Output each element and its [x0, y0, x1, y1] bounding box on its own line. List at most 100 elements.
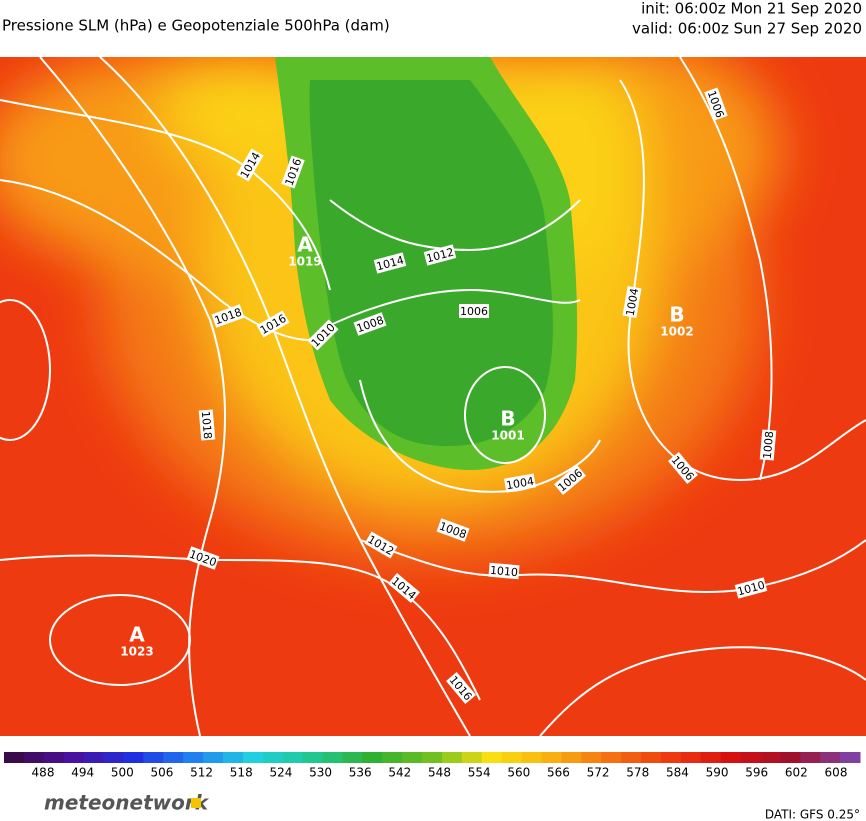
- colorbar-swatch: [222, 752, 244, 763]
- isobar-label-group: 1018: [198, 409, 216, 441]
- isobar-label-bg: [504, 473, 536, 493]
- colorbar-swatch: [720, 752, 742, 763]
- colorbar-tick-label: 530: [309, 766, 332, 780]
- isobar-label: 1010: [489, 564, 518, 579]
- colorbar-swatch: [163, 752, 184, 763]
- colorbar-swatch: [641, 752, 662, 763]
- valid-time: valid: 06:00z Sun 27 Sep 2020: [632, 20, 862, 38]
- colorbar-swatch: [521, 752, 542, 763]
- isobar-label-group: 1004: [504, 473, 536, 493]
- colorbar-tick-label: 506: [150, 766, 173, 780]
- colorbar-tick-label: 524: [269, 766, 292, 780]
- colorbar-tick-label: 596: [745, 766, 768, 780]
- colorbar-swatch: [402, 752, 423, 763]
- isobar-label: 1018: [199, 411, 214, 440]
- isobar-label-bg: [211, 304, 245, 328]
- colorbar-tick-label: 572: [587, 766, 610, 780]
- colorbar-tick-label: 602: [785, 766, 808, 780]
- center-symbol: B: [669, 303, 684, 327]
- isobar-label-bg: [186, 546, 220, 570]
- colorbar-tick-label: 608: [825, 766, 848, 780]
- colorbar-swatch: [740, 752, 761, 763]
- center-value: 1001: [491, 429, 524, 443]
- center-value: 1023: [120, 645, 153, 659]
- center-value: 1019: [288, 255, 321, 269]
- colorbar-swatch: [322, 752, 343, 763]
- colorbar-tick-label: 512: [190, 766, 213, 780]
- colorbar: 488 494 500 506 512 518 524 530 536 542 548 554 560 5…: [4, 752, 861, 780]
- colorbar-swatch: [203, 752, 224, 763]
- map-title: Pressione SLM (hPa) e Geopotenziale 500h…: [2, 17, 390, 35]
- colorbar-tick-label: 494: [71, 766, 94, 780]
- colorbar-swatch: [63, 752, 85, 763]
- isobar-label-group: 1006: [459, 304, 489, 318]
- isobar-label-bg: [256, 310, 290, 338]
- colorbar-swatch: [820, 752, 841, 763]
- isobar-label-bg: [734, 577, 768, 599]
- colorbar-swatch: [183, 752, 204, 763]
- isobar-label: 1004: [624, 287, 642, 317]
- isobar-label-bg: [622, 286, 642, 318]
- colorbar-swatch: [680, 752, 702, 763]
- isobar-label-bg: [281, 155, 305, 189]
- colorbar-tick-label: 578: [626, 766, 649, 780]
- colorbar-swatch: [362, 752, 383, 763]
- colorbar-tick-label: 554: [468, 766, 491, 780]
- isobar-label-bg: [554, 464, 586, 496]
- colorbar-swatch: [441, 752, 463, 763]
- isobar-label-bg: [373, 252, 407, 274]
- colorbar-swatch: [262, 752, 284, 763]
- colorbar-swatch: [23, 752, 45, 763]
- isobars: [0, 57, 866, 736]
- isobar-label-bg: [704, 87, 728, 121]
- isobar-label-bg: [436, 518, 470, 542]
- colorbar-swatch: [800, 752, 821, 763]
- isobar-label-group: 1008: [759, 429, 777, 461]
- colorbar-swatch: [282, 752, 304, 763]
- isobar-label-bg: [353, 312, 387, 336]
- colorbar-swatch: [4, 752, 25, 763]
- colorbar-swatch: [461, 752, 483, 763]
- center-symbol: B: [500, 407, 515, 431]
- colorbar-swatch: [621, 752, 642, 763]
- colorbar-swatch: [103, 752, 124, 763]
- data-source: DATI: GFS 0.25°: [765, 808, 860, 821]
- isobar-label: 1006: [460, 305, 488, 318]
- colorbar-swatch: [660, 752, 682, 763]
- colorbar-swatch: [760, 752, 781, 763]
- isobar-label: 1008: [761, 431, 776, 460]
- colorbar-swatch: [342, 752, 363, 763]
- colorbar-swatch: [601, 752, 622, 763]
- colorbar-swatch: [422, 752, 443, 763]
- colorbar-swatch: [561, 752, 582, 763]
- colorbar-swatch: [700, 752, 722, 763]
- colorbar-tick-label: 560: [507, 766, 530, 780]
- colorbar-swatch: [541, 752, 562, 763]
- colorbar-swatch: [123, 752, 144, 763]
- isobar-label-bg: [388, 572, 420, 604]
- colorbar-swatch: [143, 752, 164, 763]
- center-symbol: A: [129, 623, 145, 647]
- logo-mark: [191, 798, 201, 808]
- isobar-label: 1004: [505, 475, 535, 493]
- center-symbol: A: [297, 233, 313, 257]
- colorbar-tick-label: 566: [547, 766, 570, 780]
- colorbar-tick-label: 590: [706, 766, 729, 780]
- init-time: init: 06:00z Mon 21 Sep 2020: [641, 0, 862, 18]
- map-field: [0, 57, 866, 736]
- colorbar-tick-label: 518: [230, 766, 253, 780]
- isobar-label-bg: [198, 409, 216, 441]
- colorbar-swatch: [581, 752, 602, 763]
- isobar-label-bg: [423, 244, 457, 266]
- isobar-label-bg: [459, 304, 489, 318]
- colorbar-tick-label: 488: [32, 766, 55, 780]
- colorbar-tick-label: 584: [666, 766, 689, 780]
- isobar-label-bg: [307, 319, 339, 351]
- colorbar-swatch: [43, 752, 65, 763]
- isobar-label-group: 1010: [488, 562, 520, 580]
- isobar-label-bg: [445, 672, 477, 704]
- isobar-label-group: 1004: [622, 286, 642, 318]
- logo: meteonetwork: [44, 791, 210, 815]
